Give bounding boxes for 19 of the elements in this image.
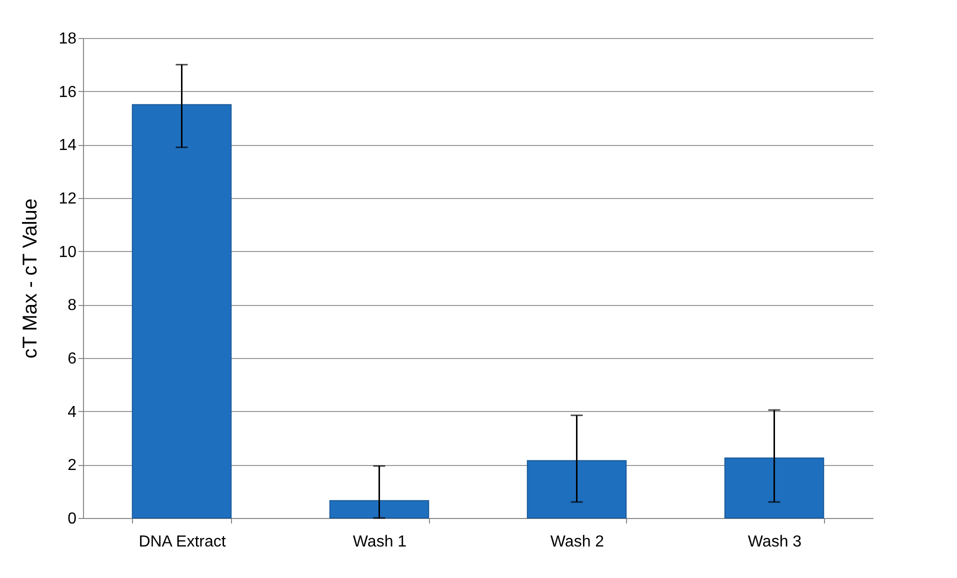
y-tick-label: 2: [68, 457, 77, 474]
y-tick-label: 18: [58, 30, 77, 48]
y-tick-label: 6: [68, 350, 77, 368]
y-tick-label: 0: [68, 510, 77, 528]
x-tick-label: Wash 3: [748, 534, 802, 550]
bar: [724, 458, 824, 518]
bar: [329, 500, 430, 518]
y-tick-label: 12: [58, 190, 77, 208]
y-tick-label: 8: [68, 297, 77, 314]
y-tick-label: 14: [58, 137, 77, 154]
x-tick-label: Wash 2: [550, 534, 604, 550]
y-tick-label: 4: [68, 404, 77, 421]
y-tick-label: 10: [58, 244, 77, 261]
x-tick-label: DNA Extract: [138, 534, 226, 550]
bar: [132, 104, 232, 518]
x-tick-label: Wash 1: [352, 534, 407, 550]
y-tick-label: 16: [58, 84, 77, 101]
bar: [526, 460, 627, 518]
y-axis-title: cT Max - cT Value: [20, 198, 42, 359]
